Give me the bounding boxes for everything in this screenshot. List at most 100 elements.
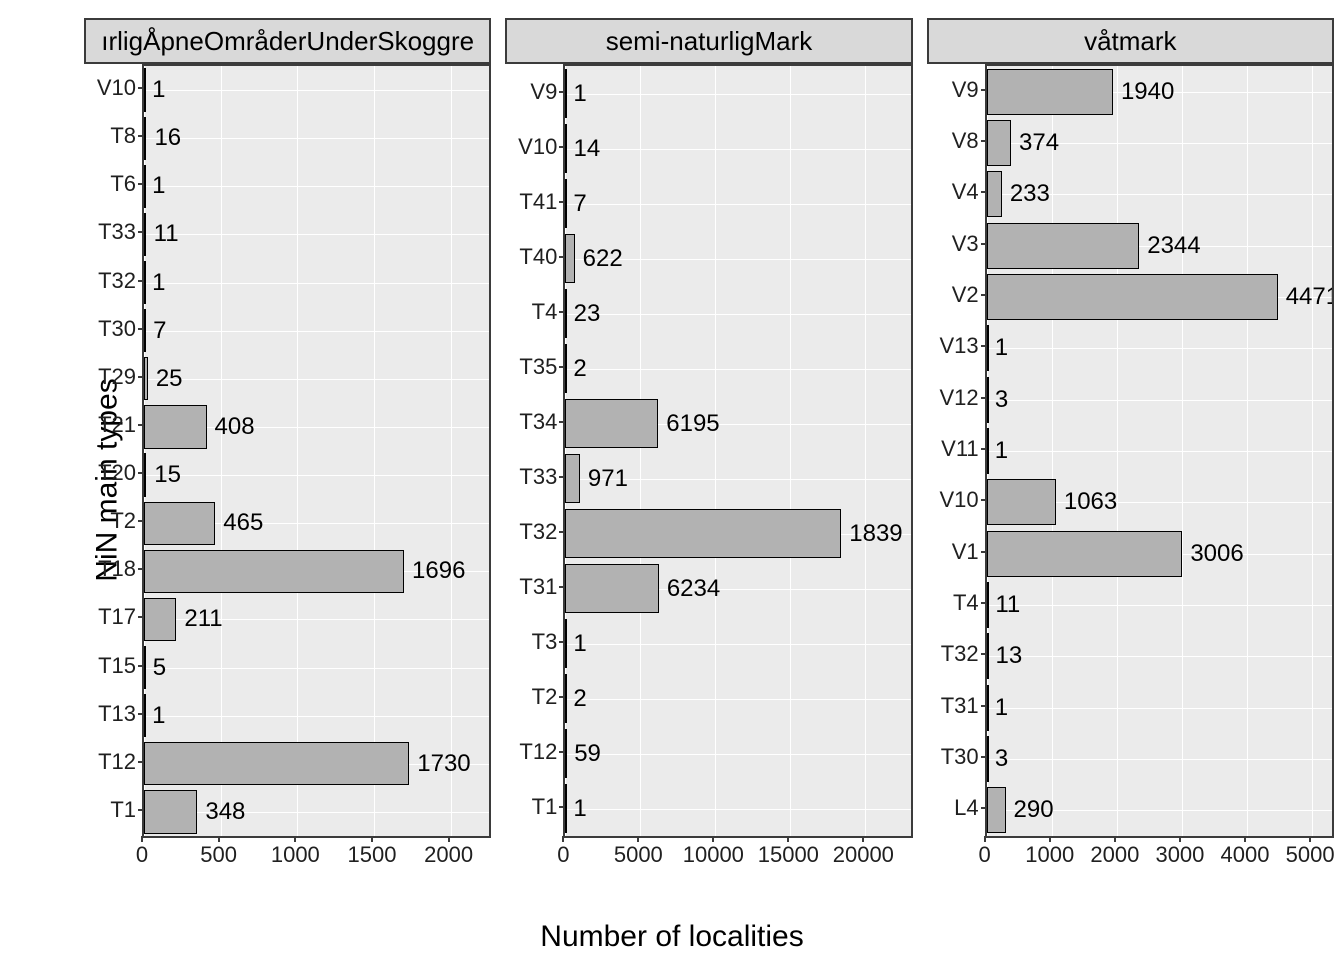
y-tick-label: L4	[954, 795, 978, 821]
gridline-horizontal	[565, 754, 910, 755]
bar	[144, 117, 146, 160]
y-tick-label: T2	[532, 684, 558, 710]
bar-value-label: 6234	[667, 575, 720, 603]
bar-value-label: 1	[152, 269, 165, 297]
gridline-vertical	[374, 66, 375, 836]
gridline-horizontal	[144, 186, 489, 187]
bar	[144, 309, 146, 352]
plot-frame: V10T8T6T33T32T30T29T21T20T2T18T17T15T13T…	[84, 64, 491, 838]
gridline-vertical	[297, 66, 298, 836]
bar-value-label: 374	[1019, 129, 1059, 157]
bar	[144, 261, 146, 304]
bar-value-label: 348	[205, 798, 245, 826]
gridline-horizontal	[144, 716, 489, 717]
bar-value-label: 971	[588, 465, 628, 493]
bar-value-label: 211	[184, 605, 222, 633]
bar-value-label: 2	[573, 685, 586, 713]
bar	[987, 69, 1113, 115]
y-tick-label: V9	[952, 77, 979, 103]
panel: semi-naturligMarkV9V10T41T40T4T35T34T33T…	[505, 18, 912, 878]
bar	[565, 564, 659, 614]
bar-value-label: 5	[153, 654, 166, 682]
bar	[987, 633, 989, 679]
bar-value-label: 408	[215, 413, 255, 441]
x-tick-label: 1000	[1025, 842, 1074, 868]
gridline-horizontal	[144, 379, 489, 380]
gridline-horizontal	[144, 475, 489, 476]
y-tick-label: T15	[98, 653, 136, 679]
x-tick-label: 20000	[833, 842, 894, 868]
bar-value-label: 1	[573, 630, 586, 658]
x-tick-label: 0	[136, 842, 148, 868]
bar-value-label: 1	[995, 694, 1008, 722]
bar	[565, 729, 567, 779]
y-tick-column: V9V10T41T40T4T35T34T33T32T31T3T2T12T1	[505, 64, 563, 838]
y-tick-label: T31	[519, 574, 557, 600]
bar	[144, 68, 146, 111]
gridline-horizontal	[565, 369, 910, 370]
bar-value-label: 15	[154, 461, 181, 489]
bar	[987, 479, 1056, 525]
x-tick-row: 010002000300040005000	[927, 838, 1334, 878]
y-tick-label: V10	[940, 487, 979, 513]
gridline-horizontal	[565, 809, 910, 810]
gridline-vertical	[221, 66, 222, 836]
bar	[987, 120, 1011, 166]
bar	[144, 165, 146, 208]
plot-area: 19403742332344447113110633006111313290	[985, 64, 1334, 838]
bar	[565, 674, 567, 724]
gridline-horizontal	[565, 204, 910, 205]
y-tick-label: T12	[98, 749, 136, 775]
plot-frame: V9V8V4V3V2V13V12V11V10V1T4T32T31T30L4194…	[927, 64, 1334, 838]
y-tick-label: V3	[952, 231, 979, 257]
x-tick-label: 10000	[683, 842, 744, 868]
gridline-horizontal	[987, 348, 1332, 349]
x-tick-label: 5000	[1286, 842, 1335, 868]
bar	[987, 428, 989, 474]
panel-title: våtmark	[927, 18, 1334, 64]
bar-value-label: 23	[574, 300, 601, 328]
gridline-vertical	[640, 66, 641, 836]
y-tick-label: T4	[532, 299, 558, 325]
bar-value-label: 1063	[1064, 488, 1117, 516]
figure: NiN main types ırligÅpneOmråderUnderSkog…	[0, 0, 1344, 960]
y-tick-label: T6	[110, 171, 136, 197]
gridline-horizontal	[565, 644, 910, 645]
gridline-vertical	[790, 66, 791, 836]
y-tick-label: V13	[940, 333, 979, 359]
bar-value-label: 622	[583, 245, 623, 273]
bar	[987, 325, 989, 371]
bar	[565, 454, 580, 504]
y-tick-label: T32	[98, 268, 136, 294]
y-tick-label: T34	[519, 409, 557, 435]
bar-value-label: 13	[996, 642, 1023, 670]
y-tick-label: V1	[952, 539, 979, 565]
gridline-horizontal	[144, 331, 489, 332]
gridline-horizontal	[565, 94, 910, 95]
gridline-horizontal	[144, 234, 489, 235]
y-tick-label: T12	[519, 739, 557, 765]
y-tick-label: T33	[98, 219, 136, 245]
bar-value-label: 11	[154, 220, 179, 248]
bar-value-label: 1940	[1121, 78, 1174, 106]
y-tick-label: T30	[941, 744, 979, 770]
bar-value-label: 11	[995, 591, 1020, 619]
gridline-vertical	[865, 66, 866, 836]
bar	[565, 234, 574, 284]
y-tick-label: T20	[98, 460, 136, 486]
bar	[144, 742, 409, 785]
y-tick-label: V4	[952, 179, 979, 205]
bar	[144, 502, 215, 545]
y-tick-label: V10	[97, 75, 136, 101]
gridline-horizontal	[565, 699, 910, 700]
panel-title: semi-naturligMark	[505, 18, 912, 64]
plot-area: 114762223261959711839623412591	[563, 64, 912, 838]
bar-value-label: 1839	[849, 520, 902, 548]
bar-value-label: 16	[154, 124, 181, 152]
y-tick-label: T40	[519, 244, 557, 270]
bar	[987, 274, 1278, 320]
y-tick-label: T32	[519, 519, 557, 545]
y-tick-label: T4	[953, 590, 979, 616]
gridline-horizontal	[565, 149, 910, 150]
gridline-horizontal	[144, 668, 489, 669]
